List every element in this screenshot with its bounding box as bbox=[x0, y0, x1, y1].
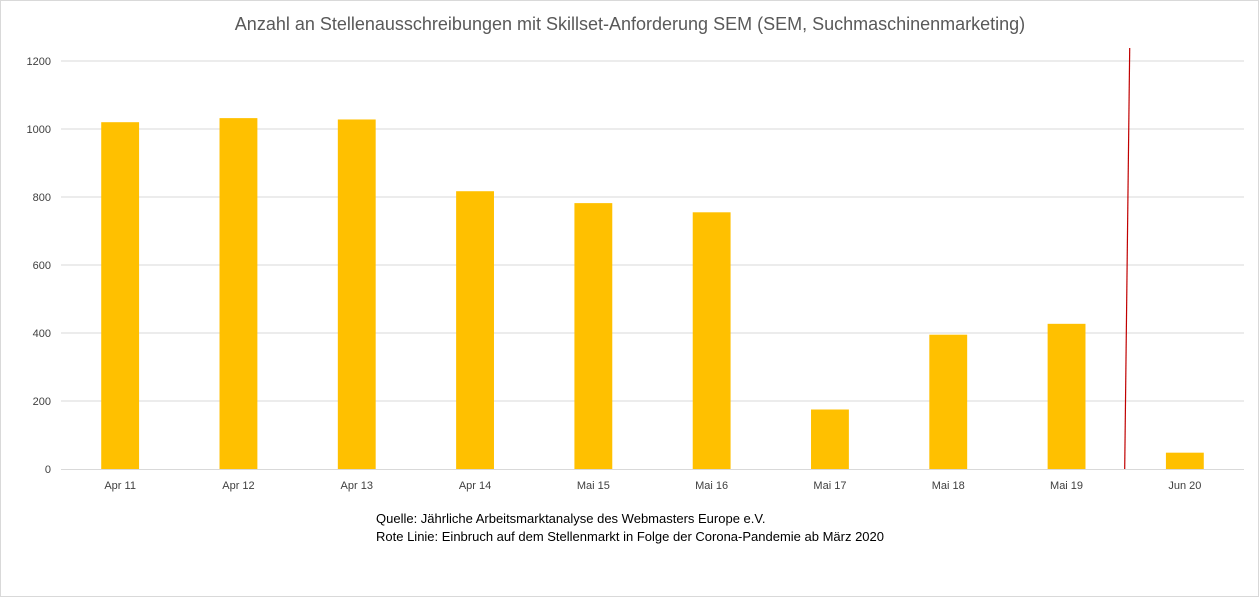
bar-apr-14 bbox=[456, 191, 494, 469]
y-tick-label: 800 bbox=[33, 192, 51, 204]
x-tick-label: Apr 13 bbox=[341, 480, 373, 492]
bar-mai-16 bbox=[692, 212, 731, 470]
y-tick-label: 1200 bbox=[27, 56, 51, 68]
x-tick-label: Mai 17 bbox=[813, 480, 846, 492]
bars bbox=[101, 118, 1204, 470]
y-tick-label: 600 bbox=[33, 260, 51, 272]
x-tick-label: Apr 11 bbox=[104, 480, 136, 492]
bar-apr-13 bbox=[337, 119, 376, 469]
x-tick-label: Apr 12 bbox=[222, 480, 254, 492]
corona-marker-line bbox=[1124, 47, 1131, 470]
y-axis: 0 200 400 600 800 1000 1200 bbox=[27, 56, 51, 476]
chart-title: Anzahl an Stellenausschreibungen mit Ski… bbox=[235, 14, 1025, 34]
x-tick-label: Jun 20 bbox=[1168, 480, 1201, 492]
bar-mai-19 bbox=[1047, 323, 1086, 469]
bar-apr-11 bbox=[101, 122, 140, 469]
x-axis: Apr 11 Apr 12 Apr 13 Apr 14 Mai 15 Mai 16 Mai … bbox=[104, 480, 1201, 492]
bar-mai-15 bbox=[574, 203, 613, 469]
y-tick-label: 400 bbox=[33, 328, 51, 340]
source-note: Quelle: Jährliche Arbeitsmarktanalyse de… bbox=[376, 511, 765, 526]
y-tick-label: 0 bbox=[45, 464, 51, 476]
x-tick-label: Mai 15 bbox=[577, 480, 610, 492]
gridlines bbox=[61, 60, 1244, 402]
y-tick-label: 1000 bbox=[27, 124, 51, 136]
x-tick-label: Mai 18 bbox=[932, 480, 965, 492]
bar-apr-12 bbox=[219, 118, 258, 470]
y-tick-label: 200 bbox=[33, 396, 51, 408]
x-tick-label: Apr 14 bbox=[459, 480, 491, 492]
x-tick-label: Mai 19 bbox=[1050, 480, 1083, 492]
chart-notes: Quelle: Jährliche Arbeitsmarktanalyse de… bbox=[376, 511, 884, 544]
bar-mai-18 bbox=[929, 334, 968, 469]
x-tick-label: Mai 16 bbox=[695, 480, 728, 492]
red-line-note: Rote Linie: Einbruch auf dem Stellenmark… bbox=[376, 529, 884, 544]
bar-jun-20 bbox=[1165, 452, 1204, 469]
bar-mai-17 bbox=[811, 409, 849, 469]
